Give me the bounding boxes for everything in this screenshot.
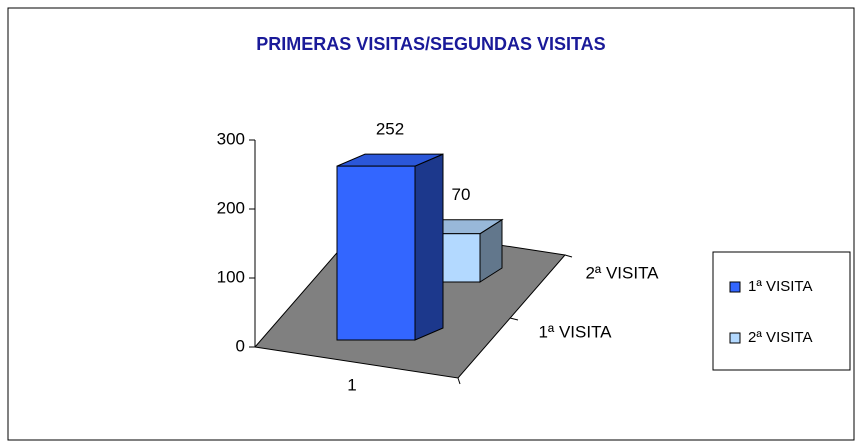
axis-tick (457, 377, 461, 385)
axis-tick (509, 317, 519, 321)
depth-label: 2ª VISITA (585, 263, 659, 282)
legend-swatch (729, 281, 741, 293)
bar-side (414, 153, 444, 341)
depth-label: 1ª VISITA (538, 322, 612, 341)
axis-tick (564, 254, 573, 258)
y-tick-label: 0 (236, 336, 245, 355)
y-tick-label: 200 (217, 198, 245, 217)
value-label: 70 (452, 185, 471, 204)
legend-swatch (729, 332, 741, 344)
y-tick-label: 300 (217, 129, 245, 148)
x-tick-label: 1 (347, 375, 356, 394)
legend-label: 1ª VISITA (748, 278, 812, 295)
y-tick-label: 100 (217, 267, 245, 286)
value-label: 252 (376, 120, 404, 139)
legend-box (712, 251, 851, 371)
legend-label: 2ª VISITA (748, 329, 812, 346)
bar (336, 165, 416, 341)
chart-title: PRIMERAS VISITAS/SEGUNDAS VISITAS (256, 34, 605, 54)
